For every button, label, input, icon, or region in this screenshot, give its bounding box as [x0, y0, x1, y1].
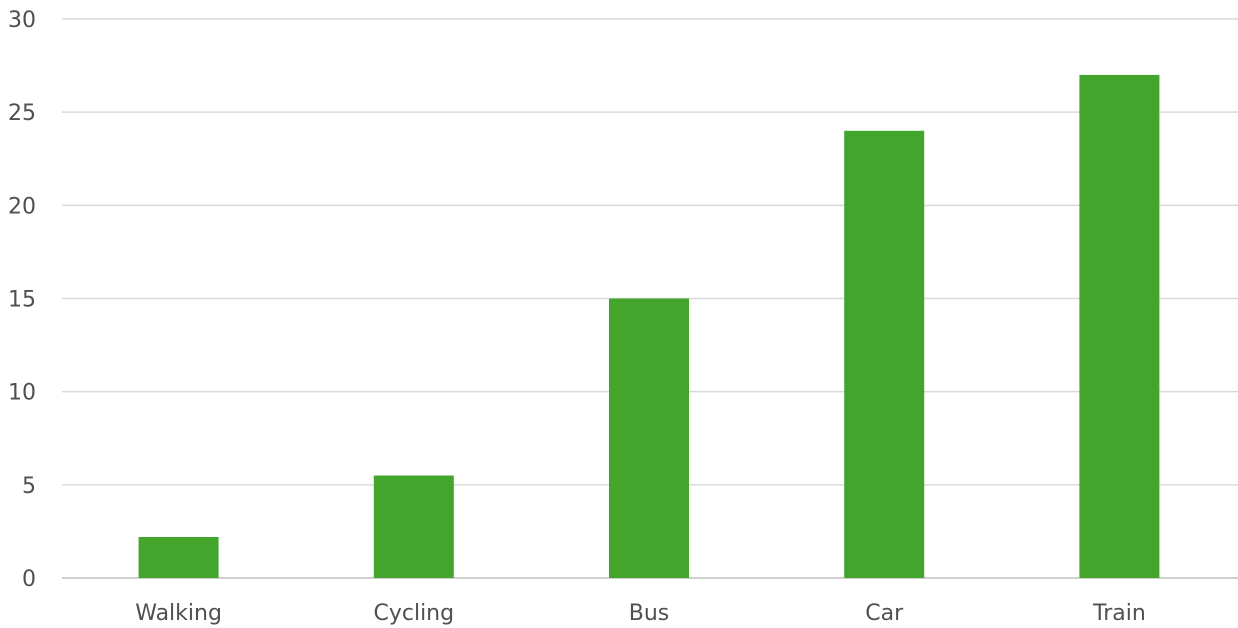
x-tick-label-walking: Walking: [135, 601, 222, 626]
y-tick-label-30: 30: [8, 8, 36, 33]
bar-cycling: [373, 475, 454, 578]
y-tick-label-0: 0: [22, 567, 36, 592]
y-tick-label-25: 25: [8, 101, 36, 126]
x-tick-label-cycling: Cycling: [373, 601, 454, 626]
bar-bus: [609, 298, 689, 578]
bar-car: [844, 130, 925, 579]
gridlines: [62, 18, 1238, 579]
x-axis-tick-labels: Walking Cycling Bus Car Train: [135, 601, 1146, 626]
x-tick-label-bus: Bus: [629, 601, 670, 626]
x-tick-label-train: Train: [1092, 601, 1146, 626]
y-tick-label-15: 15: [8, 288, 36, 313]
x-tick-label-car: Car: [865, 601, 904, 626]
bar-walking: [138, 537, 219, 578]
y-tick-label-20: 20: [8, 194, 36, 219]
y-tick-label-10: 10: [8, 381, 36, 406]
bar-train: [1079, 74, 1160, 579]
y-axis-tick-labels: 0 5 10 15 20 25 30: [8, 8, 36, 592]
y-tick-label-5: 5: [22, 474, 36, 499]
bars: [138, 74, 1160, 579]
